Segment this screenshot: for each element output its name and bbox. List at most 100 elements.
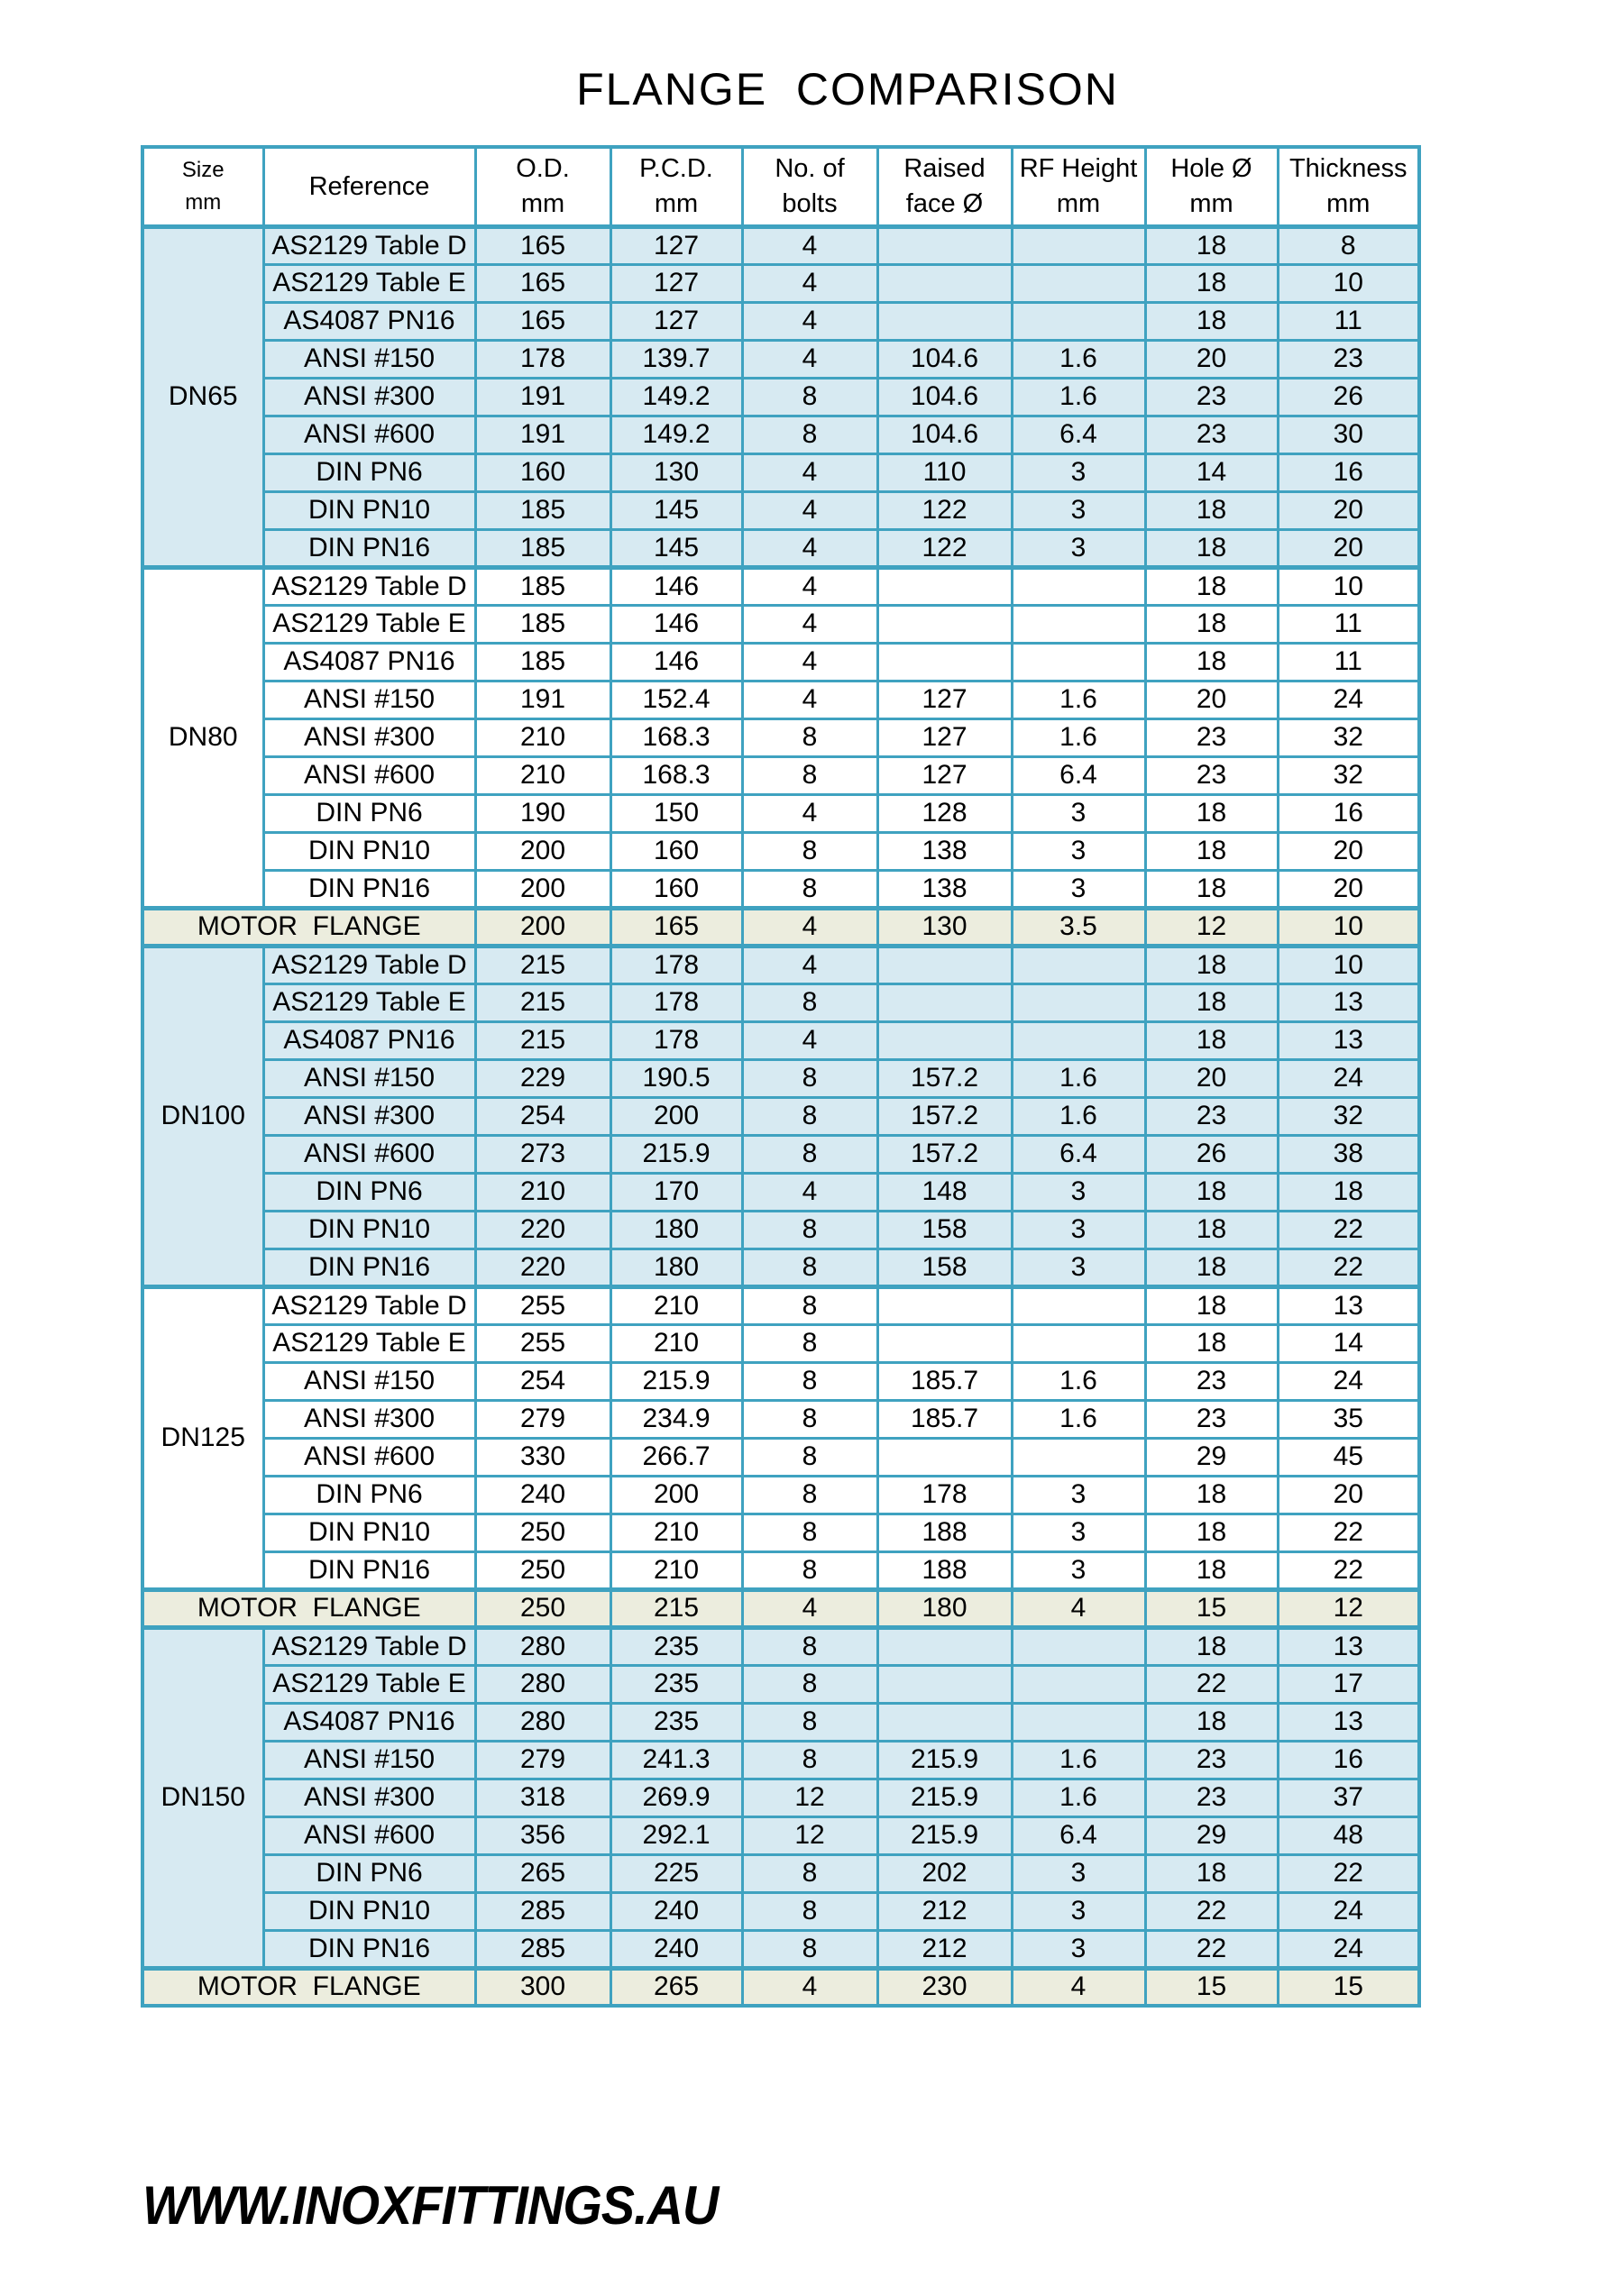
hole-cell: 12 bbox=[1143, 905, 1279, 947]
od-cell: 255 bbox=[473, 1284, 612, 1326]
raised-face-cell bbox=[876, 1322, 1013, 1364]
table-row: ANSI #150 191 152.4 4 127 1.6 20 24 bbox=[142, 679, 1421, 720]
bolts-cell: 8 bbox=[740, 1057, 879, 1099]
bolts-cell: 8 bbox=[740, 1360, 879, 1402]
thickness-cell: 16 bbox=[1276, 452, 1421, 493]
hole-cell: 26 bbox=[1143, 1133, 1279, 1175]
rf-height-cell bbox=[1010, 641, 1147, 682]
rf-height-cell bbox=[1010, 982, 1147, 1023]
od-cell: 178 bbox=[473, 338, 612, 380]
hole-cell: 18 bbox=[1143, 1852, 1279, 1894]
group-size-label: DN100 bbox=[141, 943, 265, 1288]
thickness-cell: 10 bbox=[1276, 262, 1421, 304]
thickness-cell: 24 bbox=[1276, 679, 1421, 720]
rf-height-cell: 1.6 bbox=[1010, 1777, 1147, 1818]
reference-cell: ANSI #300 bbox=[261, 1095, 477, 1137]
raised-face-cell bbox=[876, 300, 1013, 342]
pcd-cell: 168.3 bbox=[609, 755, 744, 796]
od-cell: 250 bbox=[473, 1587, 612, 1629]
header-cell-thickness: Thickness mm bbox=[1276, 145, 1421, 229]
footer-website: WWW.INOXFITTINGS.AU bbox=[142, 2175, 719, 2236]
thickness-cell: 20 bbox=[1276, 489, 1421, 531]
thickness-cell: 32 bbox=[1276, 1095, 1421, 1137]
od-cell: 160 bbox=[473, 452, 612, 493]
table-row: ANSI #600 210 168.3 8 127 6.4 23 32 bbox=[142, 755, 1421, 796]
bolts-cell: 4 bbox=[740, 489, 879, 531]
od-cell: 279 bbox=[473, 1739, 612, 1780]
hole-cell: 18 bbox=[1143, 792, 1279, 834]
rf-height-cell: 6.4 bbox=[1010, 1815, 1147, 1856]
table-row: ANSI #300 254 200 8 157.2 1.6 23 32 bbox=[142, 1095, 1421, 1137]
table-row: AS2129 Table E 280 235 8 22 17 bbox=[142, 1663, 1421, 1705]
pcd-cell: 225 bbox=[609, 1852, 744, 1894]
bolts-cell: 4 bbox=[740, 1587, 879, 1629]
reference-cell: ANSI #150 bbox=[261, 679, 477, 720]
od-cell: 220 bbox=[473, 1209, 612, 1250]
rf-height-cell: 1.6 bbox=[1010, 1398, 1147, 1440]
od-cell: 280 bbox=[473, 1624, 612, 1667]
table-row: ANSI #300 210 168.3 8 127 1.6 23 32 bbox=[142, 717, 1421, 758]
table-row: DN80 AS2129 Table D 185 146 4 18 10 bbox=[141, 564, 1421, 910]
od-cell: 200 bbox=[473, 905, 612, 947]
reference-cell: AS4087 PN16 bbox=[261, 1020, 477, 1061]
table-row: DIN PN6 210 170 4 148 3 18 18 bbox=[142, 1171, 1421, 1212]
raised-face-cell bbox=[876, 1624, 1013, 1667]
rf-height-cell: 3 bbox=[1010, 1474, 1147, 1515]
bolts-cell: 8 bbox=[740, 1322, 879, 1364]
hole-cell: 15 bbox=[1143, 1965, 1279, 2008]
pcd-cell: 145 bbox=[609, 489, 744, 531]
pcd-cell: 178 bbox=[609, 943, 744, 985]
pcd-cell: 215.9 bbox=[609, 1133, 744, 1175]
hole-cell: 18 bbox=[1143, 943, 1279, 985]
od-cell: 255 bbox=[473, 1322, 612, 1364]
reference-cell: DIN PN16 bbox=[261, 1247, 477, 1288]
reference-cell: AS2129 Table E bbox=[261, 262, 477, 304]
table-row: AS4087 PN16 215 178 4 18 13 bbox=[142, 1020, 1421, 1061]
bolts-cell: 8 bbox=[740, 1890, 879, 1932]
pcd-cell: 139.7 bbox=[609, 338, 744, 380]
raised-face-cell: 212 bbox=[876, 1928, 1013, 1970]
thickness-cell: 24 bbox=[1276, 1928, 1421, 1970]
header-line-1: P.C.D. bbox=[639, 154, 713, 184]
bolts-cell: 8 bbox=[740, 1550, 879, 1591]
table-row: DIN PN16 200 160 8 138 3 18 20 bbox=[142, 868, 1421, 910]
pcd-cell: 265 bbox=[609, 1965, 744, 2008]
table-row: DIN PN10 220 180 8 158 3 18 22 bbox=[142, 1209, 1421, 1250]
raised-face-cell: 104.6 bbox=[876, 376, 1013, 417]
bolts-cell: 4 bbox=[740, 224, 879, 266]
header-cell-od: O.D. mm bbox=[473, 145, 612, 229]
thickness-cell: 32 bbox=[1276, 717, 1421, 758]
reference-cell: DIN PN6 bbox=[261, 1171, 477, 1212]
reference-cell: ANSI #300 bbox=[261, 1777, 477, 1818]
raised-face-cell bbox=[876, 262, 1013, 304]
rf-height-cell bbox=[1010, 262, 1147, 304]
thickness-cell: 30 bbox=[1276, 414, 1421, 455]
bolts-cell: 4 bbox=[740, 641, 879, 682]
raised-face-cell: 202 bbox=[876, 1852, 1013, 1894]
bolts-cell: 4 bbox=[740, 300, 879, 342]
reference-cell: AS2129 Table D bbox=[261, 943, 477, 985]
thickness-cell: 15 bbox=[1276, 1965, 1421, 2008]
raised-face-cell bbox=[876, 603, 1013, 645]
od-cell: 165 bbox=[473, 224, 612, 266]
hole-cell: 23 bbox=[1143, 1095, 1279, 1137]
reference-cell: AS2129 Table D bbox=[261, 1284, 477, 1326]
table-row: DIN PN16 220 180 8 158 3 18 22 bbox=[142, 1247, 1421, 1288]
bolts-cell: 8 bbox=[740, 1095, 879, 1137]
header-row: Size mm Reference O.D. mm P.C.D. mm No. of bolts… bbox=[141, 145, 1421, 229]
raised-face-cell: 180 bbox=[876, 1587, 1013, 1629]
od-cell: 191 bbox=[473, 414, 612, 455]
raised-face-cell bbox=[876, 982, 1013, 1023]
od-cell: 215 bbox=[473, 943, 612, 985]
thickness-cell: 26 bbox=[1276, 376, 1421, 417]
rf-height-cell: 1.6 bbox=[1010, 1360, 1147, 1402]
bolts-cell: 4 bbox=[740, 905, 879, 947]
bolts-cell: 8 bbox=[740, 1284, 879, 1326]
bolts-cell: 8 bbox=[740, 755, 879, 796]
od-cell: 215 bbox=[473, 1020, 612, 1061]
rf-height-cell: 6.4 bbox=[1010, 414, 1147, 455]
hole-cell: 18 bbox=[1143, 1701, 1279, 1743]
rf-height-cell: 3 bbox=[1010, 489, 1147, 531]
od-cell: 265 bbox=[473, 1852, 612, 1894]
pcd-cell: 235 bbox=[609, 1663, 744, 1705]
